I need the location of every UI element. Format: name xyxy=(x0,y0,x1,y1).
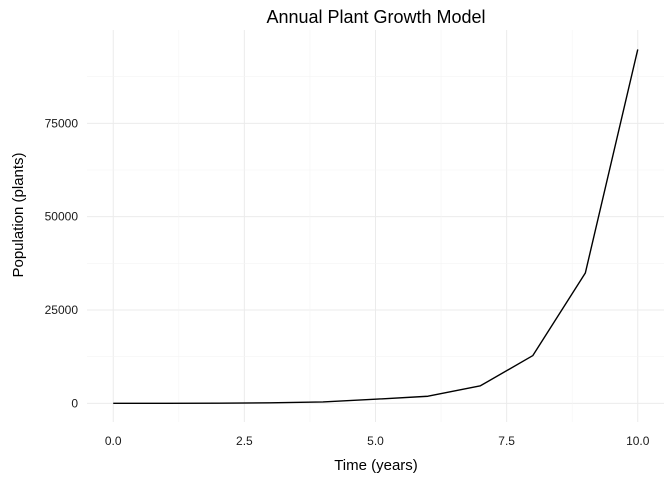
x-axis: 0.0 2.5 5.0 7.5 10.0 xyxy=(105,434,650,448)
y-tick-label: 0 xyxy=(71,396,78,410)
chart-title: Annual Plant Growth Model xyxy=(266,7,485,27)
grid xyxy=(87,30,664,422)
x-tick-label: 2.5 xyxy=(236,434,253,448)
x-axis-title: Time (years) xyxy=(334,457,418,474)
x-tick-label: 0.0 xyxy=(105,434,122,448)
x-tick-label: 7.5 xyxy=(498,434,515,448)
series-layer xyxy=(113,49,639,405)
x-tick-label: 10.0 xyxy=(626,434,650,448)
y-axis-title: Population (plants) xyxy=(10,152,27,277)
series-line xyxy=(113,49,639,405)
y-tick-label: 25000 xyxy=(45,303,79,317)
y-tick-label: 50000 xyxy=(45,210,79,224)
x-tick-label: 5.0 xyxy=(367,434,384,448)
y-tick-label: 75000 xyxy=(45,116,79,130)
y-axis: 0 25000 50000 75000 xyxy=(45,116,79,410)
